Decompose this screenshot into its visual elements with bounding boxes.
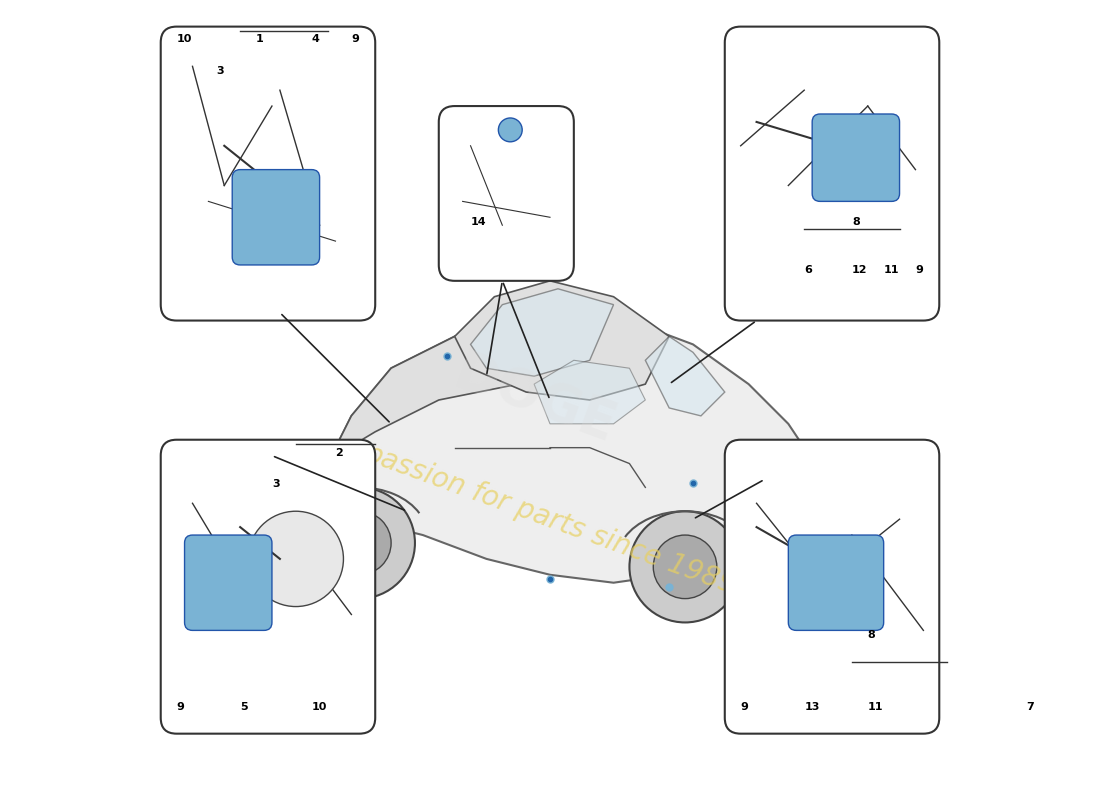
Text: 5: 5 [240, 702, 248, 712]
Polygon shape [454, 281, 669, 400]
Text: 9: 9 [915, 265, 923, 275]
Text: 13: 13 [804, 702, 820, 712]
Circle shape [653, 535, 717, 598]
FancyBboxPatch shape [812, 114, 900, 202]
Text: 8: 8 [851, 218, 859, 227]
Circle shape [249, 511, 343, 606]
Polygon shape [279, 321, 812, 582]
Text: 9: 9 [177, 702, 185, 712]
Text: 8: 8 [868, 630, 876, 640]
Polygon shape [328, 321, 629, 463]
Text: 3: 3 [272, 479, 279, 490]
Text: DOGE: DOGE [447, 347, 622, 453]
Polygon shape [535, 360, 646, 424]
FancyBboxPatch shape [161, 26, 375, 321]
Text: 9: 9 [351, 34, 360, 45]
FancyBboxPatch shape [161, 440, 375, 734]
FancyBboxPatch shape [185, 535, 272, 630]
Text: 11: 11 [868, 702, 883, 712]
Text: 6: 6 [804, 265, 812, 275]
Text: 4: 4 [311, 34, 319, 45]
Circle shape [629, 511, 740, 622]
FancyBboxPatch shape [789, 535, 883, 630]
Polygon shape [471, 289, 614, 376]
Text: 7: 7 [1026, 702, 1034, 712]
Text: passion for parts since 1989: passion for parts since 1989 [360, 438, 740, 600]
Text: 10: 10 [177, 34, 192, 45]
Text: 2: 2 [336, 448, 343, 458]
FancyBboxPatch shape [232, 170, 320, 265]
Text: 9: 9 [740, 702, 748, 712]
Polygon shape [646, 337, 725, 416]
Text: 14: 14 [471, 218, 486, 227]
Text: 11: 11 [883, 265, 899, 275]
FancyBboxPatch shape [725, 440, 939, 734]
Circle shape [328, 511, 392, 574]
Text: 10: 10 [311, 702, 327, 712]
FancyBboxPatch shape [439, 106, 574, 281]
Text: 3: 3 [217, 66, 224, 76]
Circle shape [304, 487, 415, 598]
Text: 12: 12 [851, 265, 868, 275]
Text: 1: 1 [256, 34, 264, 45]
FancyBboxPatch shape [725, 26, 939, 321]
Circle shape [498, 118, 522, 142]
